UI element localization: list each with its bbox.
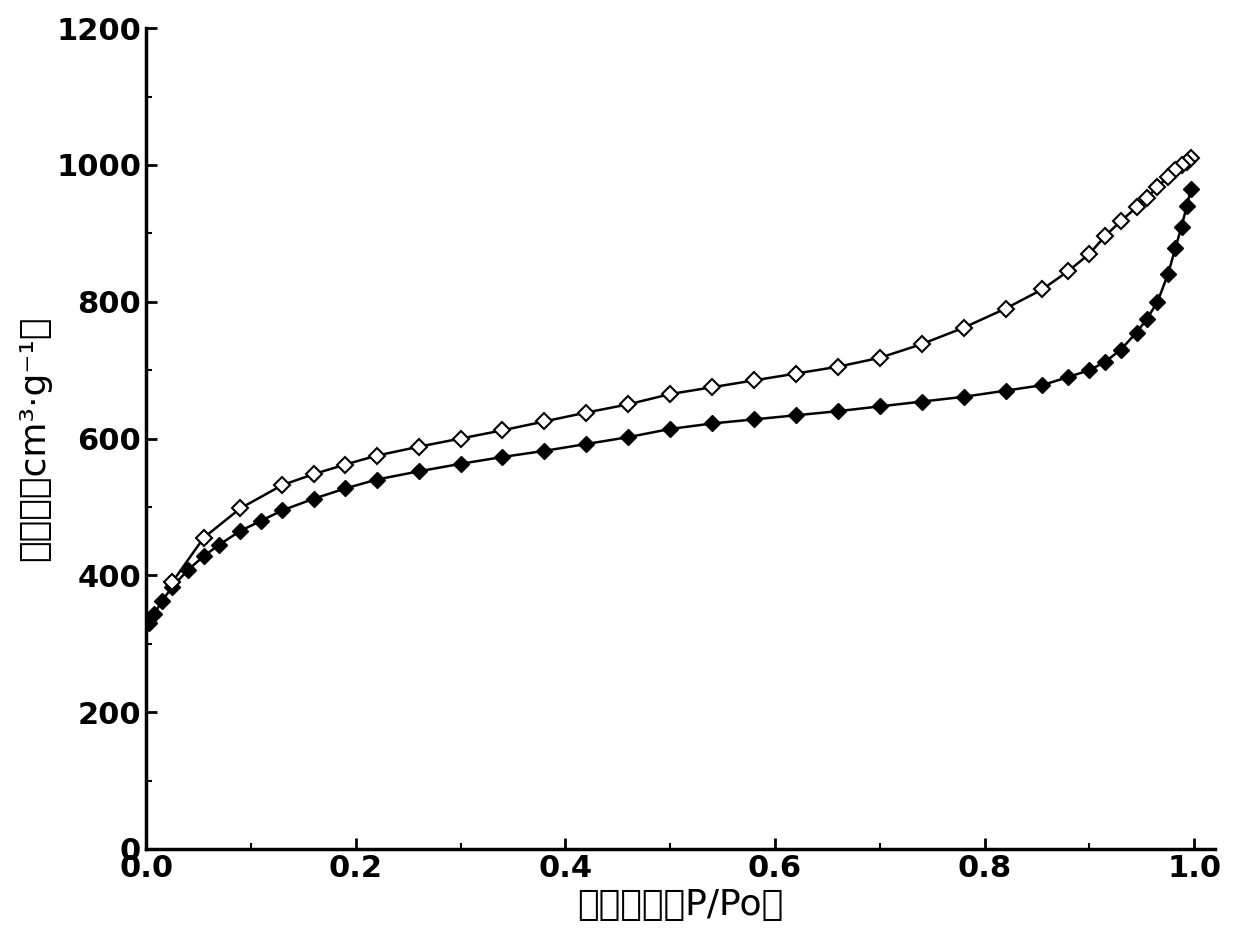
Y-axis label: 吸附量（cm³·g⁻¹）: 吸附量（cm³·g⁻¹） xyxy=(16,316,51,562)
X-axis label: 相对压强（P/Po）: 相对压强（P/Po） xyxy=(578,888,784,922)
